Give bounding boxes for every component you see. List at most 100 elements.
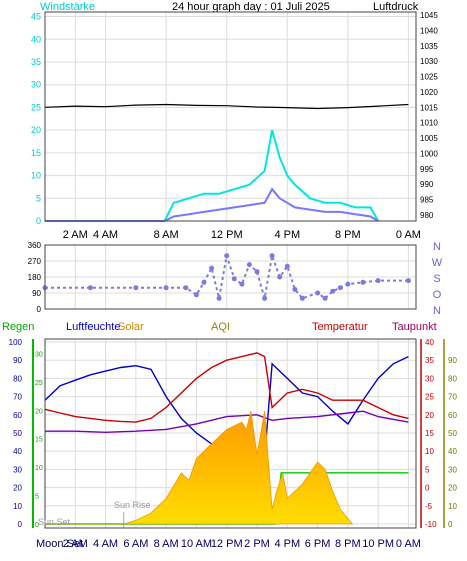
sunset-annotation: Sun Set: [38, 517, 71, 527]
mid-direction-point: [216, 295, 222, 301]
top-plot-frame: [44, 11, 417, 222]
mid-series: [42, 251, 411, 301]
legend-aqi: AQI: [211, 321, 230, 333]
legend-regen: Regen: [2, 321, 34, 333]
wind-pressure-panel: Windstärke 24 hour graph day : 01 Juli 2…: [31, 1, 438, 241]
bottom-x-tick-label: 6 AM: [123, 538, 148, 550]
top-left-tick-label: 5: [36, 193, 41, 203]
bottom-x-tick-label: 10 PM: [362, 538, 394, 550]
bottom-tick-labels: 0102030405060708090100051015202530-10-50…: [9, 338, 458, 550]
temp-tick-label: -10: [425, 520, 437, 529]
top-x-tick-label: 8 PM: [335, 229, 361, 241]
top-right-tick-label: 980: [420, 211, 434, 220]
temp-tick-label: 5: [425, 465, 430, 474]
aqi-tick-label: 60: [448, 411, 457, 420]
top-right-tick-label: 1040: [420, 26, 438, 35]
rain-tick-label: 10: [35, 465, 43, 472]
humidity-tick-label: 0: [18, 520, 23, 529]
aqi-tick-label: 50: [448, 429, 457, 438]
top-left-tick-label: 30: [31, 80, 41, 90]
top-right-tick-label: 1015: [420, 103, 438, 112]
top-x-tick-label: 0 AM: [396, 229, 421, 241]
temp-tick-label: 25: [425, 393, 434, 402]
humidity-tick-label: 10: [13, 502, 22, 511]
rain-tick-label: 25: [35, 380, 43, 387]
temp-tick-label: 10: [425, 447, 434, 456]
rain-tick-label: 5: [35, 494, 39, 501]
solar-area: [45, 411, 354, 525]
temp-tick-label: 40: [425, 338, 434, 347]
legend-solar: Solar: [118, 321, 144, 333]
rain-tick-label: 0: [35, 522, 39, 529]
top-right-tick-label: 1045: [420, 11, 438, 20]
aqi-tick-label: 20: [448, 484, 457, 493]
temp-tick-label: -5: [425, 502, 433, 511]
mid-left-tick-label: 180: [28, 273, 42, 282]
mid-plot-frame: [44, 244, 417, 310]
top-right-tick-label: 1020: [420, 88, 438, 97]
humidity-tick-label: 80: [13, 374, 22, 383]
bottom-x-tick-label: 12 PM: [211, 538, 243, 550]
top-series-line-0: [44, 103, 409, 110]
bottom-x-tick-label: 4 PM: [274, 538, 300, 550]
top-tick-labels: 0510152025303540459809859909951000100510…: [31, 11, 438, 241]
mid-direction-label: O: [433, 289, 442, 301]
temp-tick-label: 35: [425, 356, 434, 365]
top-right-tick-label: 1005: [420, 134, 438, 143]
mid-direction-label: N: [433, 305, 441, 317]
bottom-x-tick-label: 6 PM: [305, 538, 331, 550]
rain-tick-label: 30: [35, 351, 43, 358]
bottom-x-tick-label: 8 AM: [154, 538, 179, 550]
temp-tick-label: 30: [425, 374, 434, 383]
mid-left-tick-label: 0: [37, 305, 42, 314]
aqi-tick-label: 70: [448, 393, 457, 402]
moonset-annotation: Moon Set: [36, 538, 83, 550]
top-right-tick-label: 985: [420, 195, 434, 204]
bottom-x-tick-label: 2 PM: [244, 538, 270, 550]
temp-tick-label: 0: [425, 484, 430, 493]
pressure-axis-label: Luftdruck: [373, 1, 419, 13]
mid-direction-label: N: [433, 241, 441, 253]
aqi-tick-label: 0: [448, 520, 453, 529]
rain-tick-label: 20: [35, 408, 43, 415]
top-left-tick-label: 45: [31, 12, 41, 22]
bottom-series-line-1: [44, 352, 409, 423]
mid-direction-point: [360, 279, 366, 285]
top-right-tick-label: 1030: [420, 57, 438, 66]
humidity-tick-label: 90: [13, 356, 22, 365]
top-x-tick-label: 4 PM: [274, 229, 300, 241]
sunrise-annotation: Sun Rise: [114, 500, 151, 510]
mid-direction-trace: [45, 251, 409, 300]
top-right-tick-label: 1010: [420, 119, 438, 128]
top-right-tick-label: 1025: [420, 73, 438, 82]
weather-detail-panel: Regen Luftfeuchte Solar AQI Temperatur T…: [2, 321, 457, 550]
mid-direction-point: [87, 285, 93, 291]
aqi-tick-label: 10: [448, 502, 457, 511]
humidity-tick-label: 60: [13, 411, 22, 420]
humidity-tick-label: 100: [9, 338, 23, 347]
humidity-tick-label: 40: [13, 447, 22, 456]
mid-left-tick-label: 360: [28, 241, 42, 250]
aqi-tick-label: 80: [448, 374, 457, 383]
temp-tick-label: 20: [425, 411, 434, 420]
mid-direction-point: [405, 278, 411, 284]
bottom-x-tick-label: 2 AM: [63, 538, 88, 550]
top-left-tick-label: 25: [31, 102, 41, 112]
humidity-tick-label: 30: [13, 465, 22, 474]
humidity-tick-label: 50: [13, 429, 22, 438]
bottom-x-tick-label: 4 AM: [93, 538, 118, 550]
legend-temperatur: Temperatur: [312, 321, 368, 333]
aqi-tick-label: 90: [448, 356, 457, 365]
mid-direction-point: [375, 278, 381, 284]
aqi-tick-label: 40: [448, 447, 457, 456]
bottom-x-tick-label: 0 AM: [396, 538, 421, 550]
top-left-tick-label: 0: [36, 216, 41, 226]
temp-tick-label: 15: [425, 429, 434, 438]
top-x-tick-label: 12 PM: [211, 229, 243, 241]
mid-direction-label: W: [432, 257, 443, 269]
legend-luftfeuchte: Luftfeuchte: [66, 321, 120, 333]
